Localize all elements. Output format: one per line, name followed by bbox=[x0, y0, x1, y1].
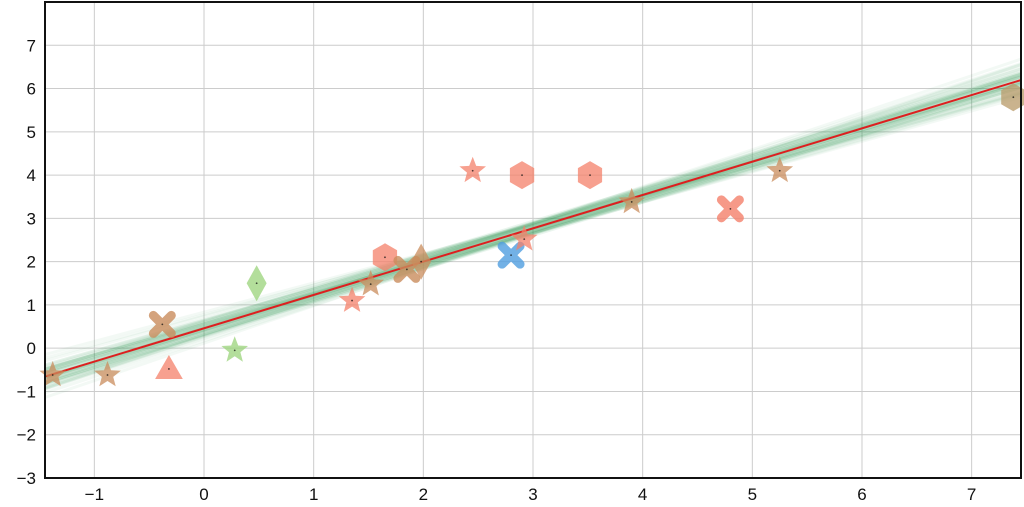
data-points bbox=[39, 83, 1024, 387]
x-tick-label: 3 bbox=[528, 485, 537, 504]
plot-frame bbox=[44, 1, 1022, 479]
data-point-hexagon bbox=[509, 161, 535, 190]
data-point-star bbox=[357, 270, 384, 296]
y-tick-label: 4 bbox=[27, 166, 36, 185]
x-tick-label: 6 bbox=[857, 485, 866, 504]
posterior-line bbox=[44, 81, 1022, 385]
posterior-line bbox=[44, 92, 1022, 374]
posterior-line bbox=[44, 91, 1022, 370]
posterior-line bbox=[44, 92, 1022, 356]
posterior-line bbox=[44, 90, 1022, 371]
posterior-line bbox=[44, 84, 1022, 363]
data-point-star bbox=[618, 187, 645, 214]
posterior-line bbox=[44, 63, 1022, 391]
posterior-line bbox=[44, 86, 1022, 381]
posterior-line bbox=[44, 67, 1022, 379]
data-point-x bbox=[716, 195, 744, 223]
posterior-line bbox=[44, 85, 1022, 379]
posterior-line bbox=[44, 72, 1022, 395]
y-tick-label: 7 bbox=[27, 36, 36, 55]
posterior-line bbox=[44, 72, 1022, 388]
x-tick-label: 5 bbox=[748, 485, 757, 504]
y-tick-label: 1 bbox=[27, 296, 36, 315]
y-tick-label: 5 bbox=[27, 123, 36, 142]
data-point-star bbox=[459, 156, 486, 183]
posterior-line bbox=[44, 80, 1022, 380]
posterior-line bbox=[44, 85, 1022, 384]
posterior-line bbox=[44, 73, 1022, 374]
data-point-star bbox=[338, 286, 366, 312]
posterior-line bbox=[44, 82, 1022, 385]
data-point-star bbox=[510, 225, 538, 251]
y-tick-label: 6 bbox=[27, 80, 36, 99]
posterior-line bbox=[44, 74, 1022, 389]
x-axis-ticks: −1 0 1 2 3 4 5 6 7 bbox=[85, 485, 977, 504]
posterior-line bbox=[44, 82, 1022, 380]
posterior-line bbox=[44, 75, 1022, 375]
data-point-x bbox=[148, 310, 176, 338]
y-tick-label: 0 bbox=[27, 339, 36, 358]
grid bbox=[45, 2, 1021, 479]
posterior-line bbox=[44, 67, 1022, 385]
y-tick-label: −1 bbox=[17, 382, 36, 401]
posterior-line bbox=[44, 82, 1022, 368]
posterior-line bbox=[44, 72, 1022, 372]
posterior-line bbox=[44, 74, 1022, 373]
posterior-line bbox=[44, 93, 1022, 374]
data-point-hexagon bbox=[372, 243, 398, 272]
y-tick-label: −3 bbox=[17, 469, 36, 488]
x-tick-label: 2 bbox=[419, 485, 428, 504]
x-tick-label: 4 bbox=[638, 485, 647, 504]
posterior-line bbox=[44, 63, 1022, 399]
data-point-diamond bbox=[246, 265, 267, 302]
data-point-star bbox=[94, 361, 121, 387]
regression-line bbox=[44, 79, 1022, 378]
posterior-line bbox=[44, 75, 1022, 372]
x-tick-label: 1 bbox=[309, 485, 318, 504]
data-point-hexagon bbox=[577, 161, 603, 190]
posterior-line bbox=[44, 73, 1022, 390]
posterior-line bbox=[44, 65, 1022, 383]
data-point-triangle bbox=[155, 355, 183, 379]
x-tick-label: 7 bbox=[967, 485, 976, 504]
posterior-line bbox=[44, 88, 1022, 367]
data-point-star bbox=[766, 156, 794, 183]
posterior-line bbox=[44, 77, 1022, 376]
data-point-diamond bbox=[411, 243, 432, 280]
y-axis-ticks: −3 −2 −1 0 1 2 3 4 5 6 7 bbox=[17, 36, 36, 488]
posterior-line bbox=[44, 62, 1022, 385]
y-tick-label: −2 bbox=[17, 426, 36, 445]
data-point-star bbox=[39, 361, 66, 387]
posterior-line bbox=[44, 81, 1022, 380]
posterior-line bbox=[44, 91, 1022, 360]
x-tick-label: 0 bbox=[199, 485, 208, 504]
posterior-line bbox=[44, 82, 1022, 381]
posterior-line bbox=[44, 71, 1022, 370]
x-tick-label: −1 bbox=[85, 485, 104, 504]
y-tick-label: 2 bbox=[27, 253, 36, 272]
data-point-hexagon bbox=[1001, 83, 1024, 112]
y-tick-label: 3 bbox=[27, 209, 36, 228]
posterior-line bbox=[44, 83, 1022, 383]
posterior-line bbox=[44, 95, 1022, 370]
data-point-star bbox=[221, 336, 248, 362]
posterior-line bbox=[44, 57, 1022, 390]
